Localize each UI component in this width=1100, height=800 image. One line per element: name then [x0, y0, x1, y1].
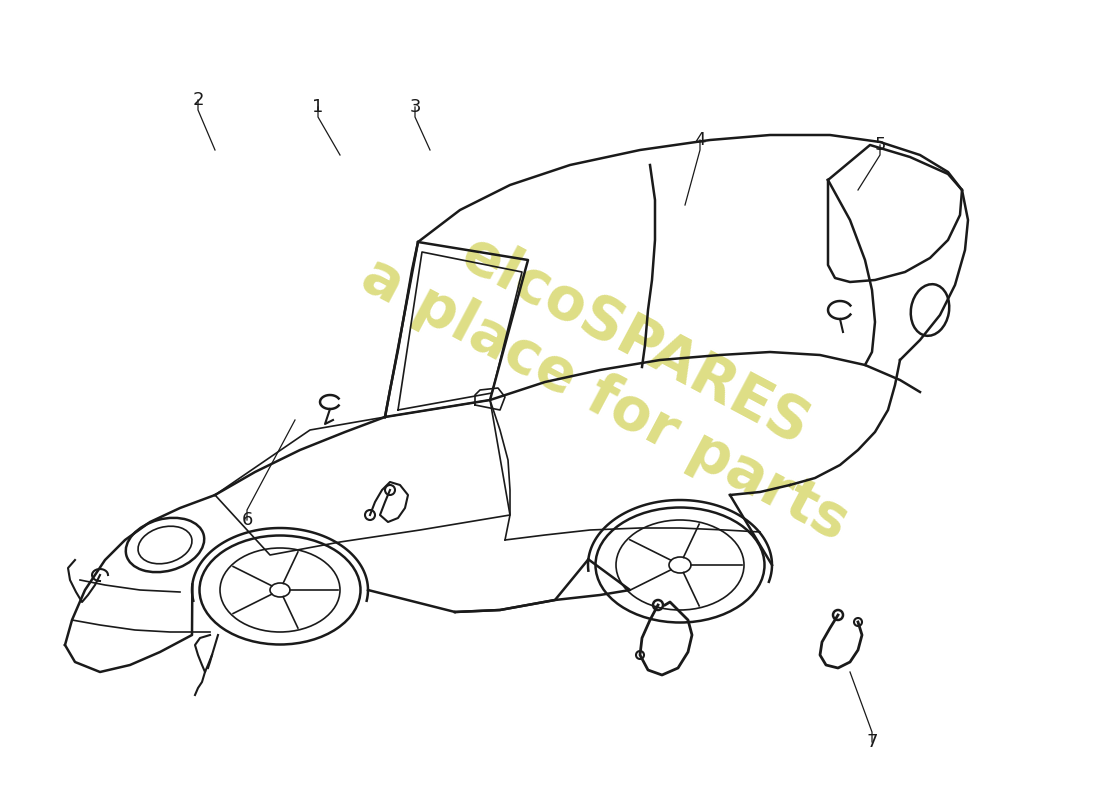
Text: 2: 2 [192, 91, 204, 109]
Text: 6: 6 [241, 511, 253, 529]
Text: 3: 3 [409, 98, 420, 116]
Text: elcoSPARES
a place for parts: elcoSPARES a place for parts [352, 188, 889, 552]
Text: 1: 1 [312, 98, 323, 116]
Text: 4: 4 [694, 131, 706, 149]
Text: 5: 5 [874, 136, 886, 154]
Text: 7: 7 [867, 733, 878, 751]
